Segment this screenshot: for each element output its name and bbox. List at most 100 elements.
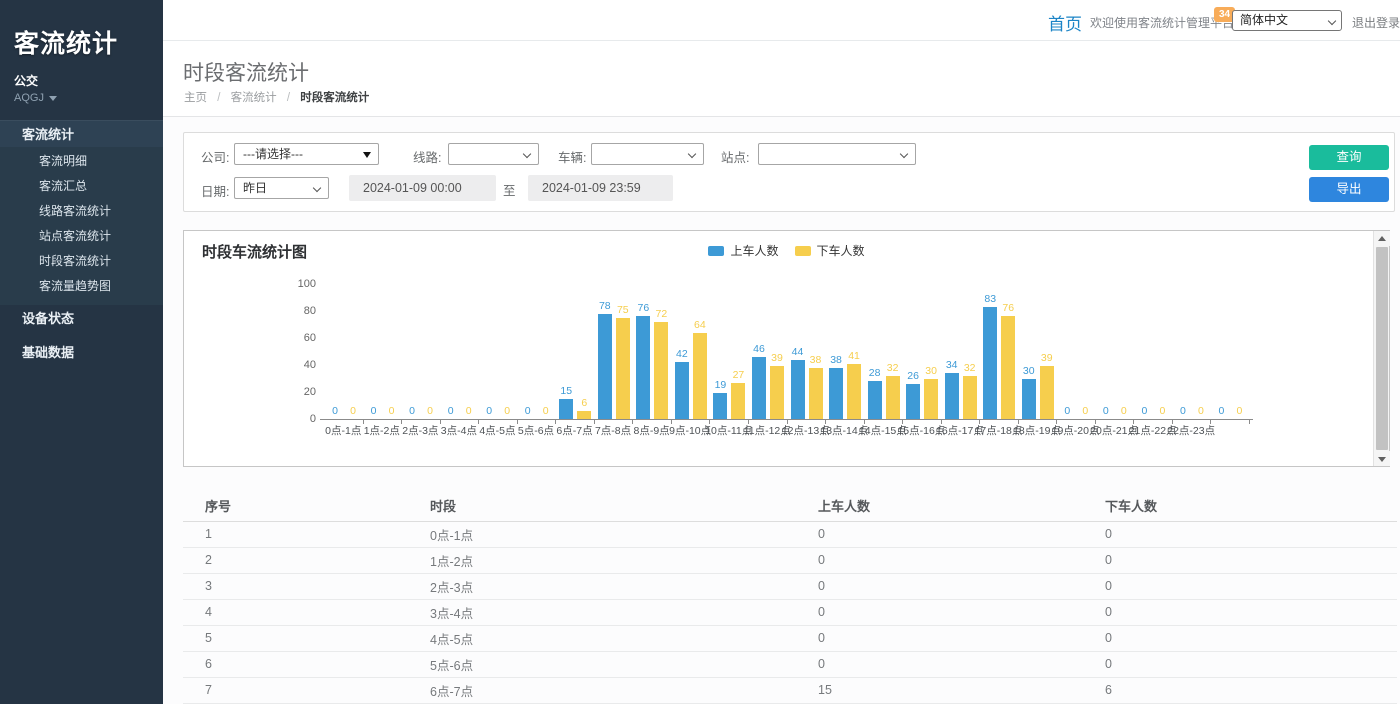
table-header-cell: 下车人数 [1083,490,1397,522]
bar-value-label: 76 [637,302,650,315]
alighting-bar [1039,366,1054,419]
legend-item-0[interactable]: 上车人数 [708,242,779,259]
org-code-dropdown[interactable]: AQGJ [14,92,155,104]
bar-value-label: 76 [1002,302,1015,315]
x-axis-tick [362,420,364,424]
line-select[interactable] [448,143,539,165]
table-cell: 6 [1083,677,1397,704]
alighting-bar [692,332,707,419]
topbar-welcome-text: 欢迎使用客流统计管理平台 [1090,16,1235,30]
sidebar-item-3[interactable]: 站点客流统计 [39,229,112,243]
x-axis-tick [1210,420,1212,424]
bar-value-label: 0 [350,405,356,417]
x-axis-tick [863,420,865,424]
language-select[interactable]: 简体中文 [1232,10,1342,31]
boarding-bar [829,367,844,419]
table-header-cell: 序号 [183,490,408,522]
logout-link[interactable]: 退出登录 [1352,16,1400,30]
topbar: 首页 欢迎使用客流统计管理平台 34 简体中文 退出登录 [163,0,1400,41]
breadcrumb-separator: / [217,92,221,104]
vehicle-select[interactable] [591,143,704,165]
boarding-bar [790,359,805,419]
table-cell: 1 [183,521,408,548]
breadcrumb-current: 时段客流统计 [300,92,370,104]
bar-value-label: 32 [886,361,899,374]
export-button[interactable]: 导出 [1309,177,1389,202]
table-row: 2 1点-2点 0 0 [183,547,1397,574]
table-cell: 3 [183,573,408,600]
sidebar-section-0[interactable]: 客流统计 [0,120,163,147]
query-button[interactable]: 查询 [1309,145,1389,170]
bar-value-label: 0 [486,405,493,417]
x-axis-tick [825,420,827,424]
caret-down-icon [48,95,57,101]
x-axis-label: 13点-14点 [820,425,869,437]
sidebar-item-5[interactable]: 客流量趋势图 [39,279,112,293]
table-row: 6 5点-6点 0 0 [183,651,1397,678]
x-axis-tick [786,420,788,424]
x-axis-tick [1017,420,1019,424]
table-cell: 2 [183,547,408,574]
page-title: 时段客流统计 [183,62,309,85]
bar-value-label: 39 [1040,352,1053,365]
alighting-bar [1001,316,1016,419]
boarding-bar [867,381,882,419]
scroll-up-icon[interactable] [1374,231,1390,246]
x-axis-label: 8点-9点 [633,425,670,437]
sidebar-item-4[interactable]: 时段客流统计 [39,254,112,268]
alighting-bar [847,363,862,419]
scrollbar-thumb[interactable] [1376,247,1388,450]
bar-value-label: 41 [848,349,860,362]
chart-vertical-scrollbar[interactable] [1373,231,1390,466]
date-to-input[interactable]: 2024-01-09 23:59 [528,175,673,201]
x-axis-label: 1点-2点 [363,425,400,437]
sidebar-item-2[interactable]: 线路客流统计 [39,204,112,218]
chart-panel: 时段车流统计图 上车人数 下车人数 0 20 40 60 80 100 0点-1点 0 0 1点-2… [183,230,1390,467]
x-axis-tick [1249,420,1250,424]
company-select[interactable]: ---请选择--- [234,143,379,165]
date-range-select[interactable]: 昨日 [234,177,329,199]
bar-value-label: 34 [945,359,958,372]
station-select[interactable] [758,143,916,165]
table-cell: 0 [1083,573,1397,600]
sidebar-item-0[interactable]: 客流明细 [39,154,88,168]
boarding-bar [713,393,728,419]
table-cell: 0 [796,651,1083,678]
x-axis-tick [401,420,403,424]
legend-item-1[interactable]: 下车人数 [794,242,865,259]
bar-value-label: 83 [984,292,997,305]
chevron-down-icon [687,149,697,159]
date-to-separator: 至 [503,184,516,198]
x-axis-label: 17点-18点 [974,425,1023,437]
bar-value-label: 72 [655,307,668,320]
bar-value-label: 44 [791,345,804,358]
bar-value-label: 6 [581,396,588,409]
notification-badge[interactable]: 34 [1214,7,1236,22]
bar-value-label: 28 [868,367,881,380]
table-cell: 5 [183,625,408,652]
bar-value-label: 0 [1218,405,1225,417]
sidebar-section-1[interactable]: 设备状态 [22,311,75,326]
table-header: 序号 时段 上车人数 下车人数 [183,490,1397,522]
company-label: 公司: [201,151,230,165]
sidebar-section-2[interactable]: 基础数据 [22,345,75,360]
bar-value-label: 0 [427,405,433,417]
x-axis-label: 20点-21点 [1090,425,1139,437]
table-cell: 0 [796,547,1083,574]
date-from-input[interactable]: 2024-01-09 00:00 [349,175,496,201]
breadcrumb-section[interactable]: 客流统计 [230,92,277,104]
table-header-cell: 时段 [408,490,796,522]
bar-value-label: 30 [1022,364,1035,377]
y-axis-label: 40 [303,359,316,371]
sidebar-item-1[interactable]: 客流汇总 [39,179,88,193]
bar-value-label: 46 [753,342,765,355]
breadcrumb-home[interactable]: 主页 [184,92,207,104]
bar-value-label: 0 [1120,405,1127,417]
table-cell: 6 [183,651,408,678]
x-axis-label: 0点-1点 [325,425,362,437]
breadcrumb: 主页 / 客流统计 / 时段客流统计 [184,89,369,105]
scroll-down-icon[interactable] [1374,451,1390,466]
topbar-home-link[interactable]: 首页 [1048,15,1082,34]
bar-value-label: 38 [830,353,842,366]
bar-value-label: 0 [1064,405,1071,417]
